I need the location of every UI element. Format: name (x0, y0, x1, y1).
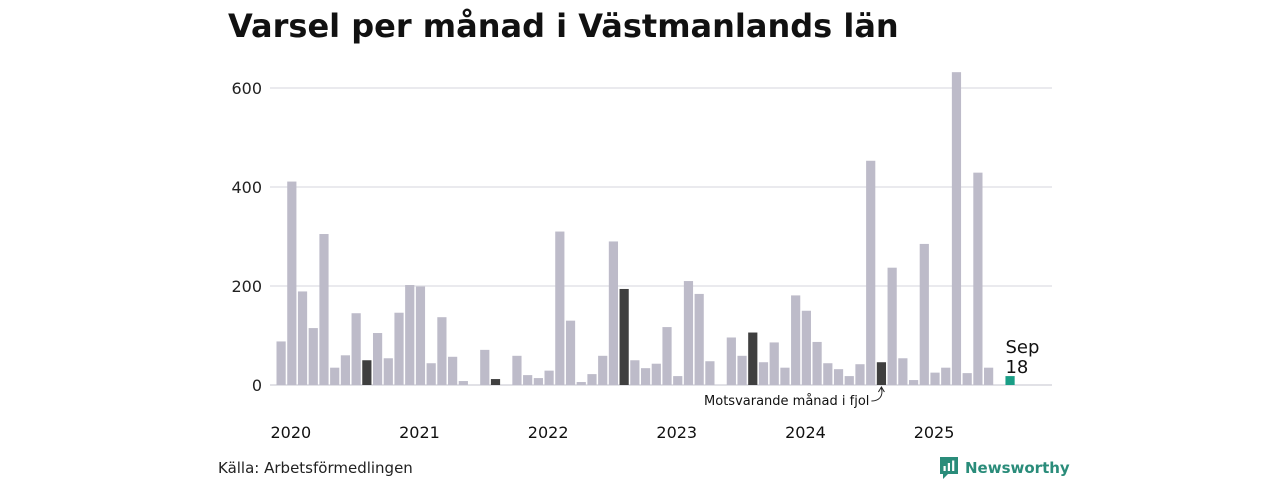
current-month-value: 18 (1005, 357, 1028, 378)
chart-title: Varsel per månad i Västmanlands län (228, 7, 899, 45)
bar (576, 382, 586, 385)
bar (962, 373, 972, 385)
bar (898, 358, 908, 385)
annotation-label: Motsvarande månad i fjol (704, 394, 869, 409)
bar (887, 267, 897, 385)
x-year-label: 2021 (399, 423, 440, 442)
x-year-label: 2025 (914, 423, 955, 442)
bar (662, 327, 672, 385)
bar (973, 172, 983, 385)
bar (458, 381, 468, 385)
brand-logo: Newsworthy (939, 456, 1070, 480)
bar (705, 361, 715, 385)
bar (448, 356, 458, 385)
bar (640, 368, 651, 385)
bar (555, 231, 565, 385)
bar (523, 375, 533, 385)
bar (533, 378, 543, 385)
brand-name: Newsworthy (965, 459, 1070, 477)
gridlines (270, 87, 1052, 386)
bar-same-month-last-year (490, 379, 501, 385)
bars (276, 72, 1015, 386)
y-tick-label: 0 (252, 376, 262, 395)
bar (812, 341, 822, 385)
bar (758, 362, 769, 385)
bar (855, 364, 865, 385)
bar-same-month-last-year (619, 288, 629, 385)
annotation: Motsvarande månad i fjol (704, 386, 885, 409)
bar (608, 241, 619, 385)
bar (941, 367, 951, 385)
bar (383, 358, 393, 385)
bar (823, 363, 833, 385)
bar (791, 295, 801, 385)
bar (415, 286, 426, 385)
bar (844, 376, 854, 385)
x-year-label: 2020 (271, 423, 312, 442)
bar (308, 328, 318, 385)
bar (673, 376, 683, 385)
bar-same-month-last-year (748, 332, 758, 385)
bar (630, 360, 640, 385)
bar-same-month-last-year (876, 362, 887, 385)
bar (726, 337, 736, 385)
bar (930, 372, 940, 386)
bar (919, 243, 929, 385)
bar (437, 317, 447, 385)
bar (405, 285, 415, 385)
x-axis-year-labels: 2020 2021 2022 2023 2024 2025 (271, 423, 955, 442)
bar (372, 333, 383, 385)
bar (908, 380, 919, 385)
bar (951, 72, 962, 385)
bar (351, 313, 361, 385)
bar (480, 349, 490, 385)
bar (319, 234, 329, 385)
bar (565, 320, 576, 385)
bar (287, 181, 297, 385)
bar (330, 367, 340, 385)
bar (801, 310, 811, 385)
bar (737, 355, 747, 385)
bar (587, 374, 597, 385)
bar (598, 355, 608, 385)
annotation-arrow-icon (871, 386, 885, 402)
bar (426, 363, 436, 385)
bar (340, 355, 351, 385)
bar (651, 363, 661, 385)
current-month-label: Sep (1005, 337, 1039, 358)
bar (394, 312, 404, 385)
bar-same-month-last-year (362, 360, 372, 385)
bar (866, 160, 876, 385)
current-month-callout: Sep 18 (1005, 337, 1039, 378)
bar (683, 281, 694, 385)
y-axis-labels: 0 200 400 600 (231, 79, 262, 395)
y-tick-label: 400 (231, 178, 262, 197)
x-year-label: 2022 (528, 423, 569, 442)
x-year-label: 2023 (656, 423, 697, 442)
bar (694, 293, 704, 385)
bar (544, 370, 554, 385)
bar-current-month (1005, 376, 1015, 385)
bar (297, 291, 308, 385)
bar (780, 367, 790, 385)
bar (276, 341, 286, 385)
x-year-label: 2024 (785, 423, 826, 442)
bar (769, 342, 779, 385)
source-note: Källa: Arbetsförmedlingen (218, 459, 413, 477)
bar (512, 355, 522, 385)
y-tick-label: 200 (231, 277, 262, 296)
y-tick-label: 600 (231, 79, 262, 98)
newsworthy-logo-icon (940, 457, 958, 479)
bar (833, 369, 844, 385)
bar (984, 367, 994, 385)
